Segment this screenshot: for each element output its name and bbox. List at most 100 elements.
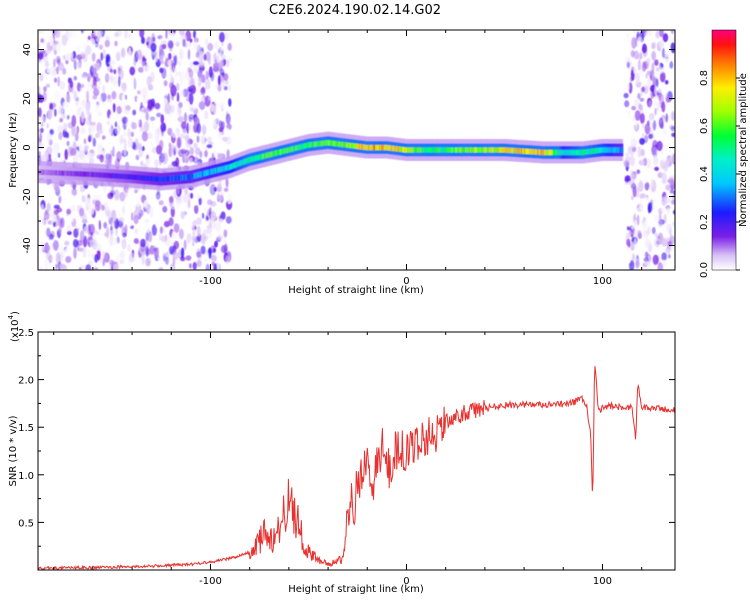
heatmap-noise-cell: [205, 37, 209, 46]
heatmap-noise-cell: [62, 122, 68, 132]
heatmap-noise-cell: [129, 66, 136, 76]
heatmap-noise-cell: [652, 254, 659, 265]
heatmap-noise-cell: [98, 129, 104, 134]
x-tick-label: -100: [199, 576, 222, 587]
heatmap-noise-cell: [97, 85, 101, 91]
heatmap-noise-cell: [658, 39, 665, 49]
heatmap-noise-cell: [139, 127, 146, 133]
heatmap-noise-cell: [159, 139, 164, 151]
heatmap-noise-cell: [225, 113, 231, 125]
colorbar: 0.0 0.2 0.4 0.6 0.8 Normalized spectral ampl…: [699, 29, 749, 278]
heatmap-noise-cell: [652, 119, 657, 131]
heatmap-noise-cell: [189, 147, 194, 156]
heatmap-noise-cell: [217, 153, 224, 159]
heatmap-noise-cell: [73, 247, 77, 259]
heatmap-noise-cell: [218, 127, 224, 133]
heatmap-noise-cell: [78, 149, 85, 161]
heatmap-noise-cell: [644, 181, 650, 191]
heatmap-noise-cell: [219, 32, 225, 43]
heatmap-noise-cell: [78, 41, 85, 49]
heatmap-noise-cell: [177, 248, 182, 259]
heatmap-noise-cell: [144, 204, 149, 210]
heatmap-noise-cell: [162, 56, 166, 63]
heatmap-noise-cell: [215, 53, 222, 63]
heatmap-noise-cell: [663, 58, 670, 65]
heatmap-noise-cell: [45, 83, 51, 88]
heatmap-noise-cell: [119, 192, 126, 198]
heatmap-noise-cell: [112, 263, 120, 270]
heatmap-noise-cell: [185, 255, 192, 261]
heatmap-noise-cell: [637, 59, 642, 71]
heatmap-noise-cell: [204, 78, 211, 91]
heatmap-noise-cell: [626, 251, 632, 264]
heatmap-noise-cell: [83, 146, 88, 152]
heatmap-noise-cell: [46, 131, 51, 144]
heatmap-noise-cell: [138, 142, 142, 151]
heatmap-noise-cell: [40, 204, 44, 215]
heatmap-noise-cell: [629, 259, 635, 270]
heatmap-noise-cell: [171, 161, 178, 167]
heatmap-noise-cell: [81, 73, 87, 79]
heatmap-noise-cell: [48, 153, 52, 159]
heatmap-noise-cell: [170, 104, 175, 114]
heatmap-noise-cell: [651, 178, 654, 189]
heatmap-noise-cell: [46, 42, 51, 51]
x-tick-label: 100: [593, 576, 612, 587]
heatmap-noise-cell: [59, 139, 65, 146]
heatmap-noise-cell: [59, 80, 66, 90]
heatmap-noise-cell: [38, 241, 42, 253]
heatmap-noise-cell: [178, 30, 185, 36]
heatmap-noise-cell: [85, 264, 92, 270]
heatmap-noise-cell: [47, 110, 53, 121]
heatmap-noise-cell: [62, 101, 69, 109]
heatmap-noise-cell: [672, 55, 675, 64]
heatmap-noise-cell: [127, 50, 133, 57]
heatmap-noise-cell: [654, 237, 661, 248]
heatmap-noise-cell: [149, 119, 154, 130]
heatmap-noise-cell: [183, 112, 188, 124]
heatmap-noise-cell: [84, 42, 87, 49]
heatmap-noise-cell: [69, 30, 73, 39]
heatmap-noise-cell: [671, 112, 675, 120]
heatmap-noise-cell: [178, 133, 184, 140]
heatmap-noise-cell: [228, 83, 231, 92]
spectrogram-frame: [37, 29, 676, 271]
heatmap-noise-cell: [198, 74, 205, 82]
heatmap-noise-cell: [167, 40, 174, 49]
heatmap-noise-cell: [91, 52, 96, 62]
snr-y-ticks: 0.5 1.0 1.5 2.0 2.5: [18, 328, 675, 547]
heatmap-noise-cell: [203, 53, 207, 61]
heatmap-noise-cell: [64, 240, 70, 246]
heatmap-noise-cell: [661, 252, 667, 261]
heatmap-layer: [38, 30, 675, 270]
heatmap-noise-cell: [147, 132, 153, 140]
heatmap-noise-cell: [92, 108, 96, 113]
heatmap-noise-cell: [654, 166, 659, 171]
heatmap-noise-cell: [171, 203, 176, 210]
heatmap-noise-cell: [195, 194, 202, 199]
heatmap-noise-cell: [113, 77, 117, 87]
heatmap-noise-cell: [133, 210, 139, 215]
heatmap-noise-cell: [636, 54, 643, 60]
heatmap-noise-cell: [124, 94, 128, 100]
heatmap-noise-cell: [631, 223, 635, 230]
heatmap-noise-cell: [53, 108, 57, 117]
heatmap-noise-cell: [139, 30, 145, 39]
heatmap-noise-cell: [49, 195, 54, 201]
y-tick-label: 20: [22, 92, 33, 105]
heatmap-noise-cell: [110, 59, 116, 66]
heatmap-noise-cell: [109, 229, 116, 236]
heatmap-noise-cell: [220, 55, 227, 60]
heatmap-noise-cell: [136, 49, 143, 60]
heatmap-noise-cell: [79, 51, 85, 57]
heatmap-noise-cell: [121, 238, 127, 250]
heatmap-noise-cell: [168, 196, 174, 203]
heatmap-noise-cell: [151, 32, 155, 43]
heatmap-noise-cell: [624, 175, 630, 183]
snr-panel: -100 0 100 0.5 1.0 1.5 2.0 2.5 Height of strai…: [7, 311, 676, 595]
heatmap-noise-cell: [148, 54, 151, 62]
heatmap-noise-cell: [638, 159, 645, 166]
heatmap-noise-cell: [661, 196, 667, 206]
heatmap-noise-cell: [180, 247, 185, 259]
y-tick-label: 0: [22, 144, 33, 150]
